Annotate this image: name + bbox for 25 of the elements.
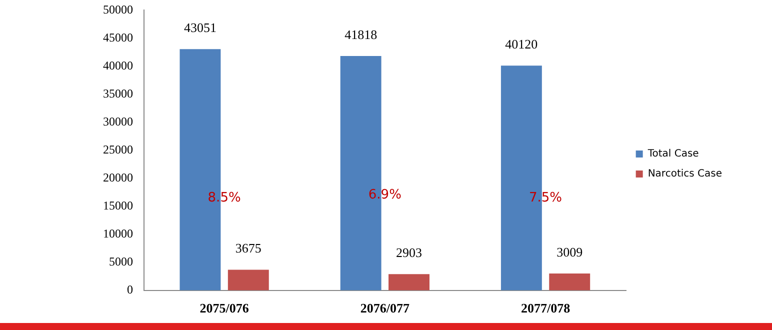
x-tick-label: 2077/078 — [520, 300, 571, 316]
y-tick-label: 20000 — [103, 170, 133, 184]
data-label: 3009 — [556, 244, 583, 260]
y-tick-label: 15000 — [103, 198, 133, 212]
y-tick-label: 5000 — [109, 254, 133, 269]
y-tick-label: 35000 — [103, 86, 133, 100]
data-label: 2903 — [396, 245, 422, 260]
bar — [228, 270, 269, 290]
data-label: 3675 — [235, 240, 262, 256]
y-tick-label: 25000 — [103, 142, 133, 156]
y-tick-label: 30000 — [103, 114, 133, 128]
legend-label: Total Case — [646, 148, 699, 160]
bar — [549, 274, 590, 290]
y-tick-label: 10000 — [103, 226, 133, 241]
y-tick-label: 50000 — [103, 2, 133, 16]
x-tick-label: 2076/077 — [360, 300, 410, 316]
data-label: 41818 — [344, 26, 378, 42]
bar — [388, 274, 430, 290]
x-tick-label: 2075/076 — [200, 300, 250, 316]
y-tick-label: 45000 — [103, 30, 133, 44]
data-label: 40120 — [505, 36, 538, 52]
y-tick-label: 0 — [127, 282, 133, 297]
y-tick-label: 40000 — [103, 58, 133, 72]
legend-label: Narcotics Case — [648, 168, 722, 180]
data-label: 43051 — [184, 20, 216, 36]
